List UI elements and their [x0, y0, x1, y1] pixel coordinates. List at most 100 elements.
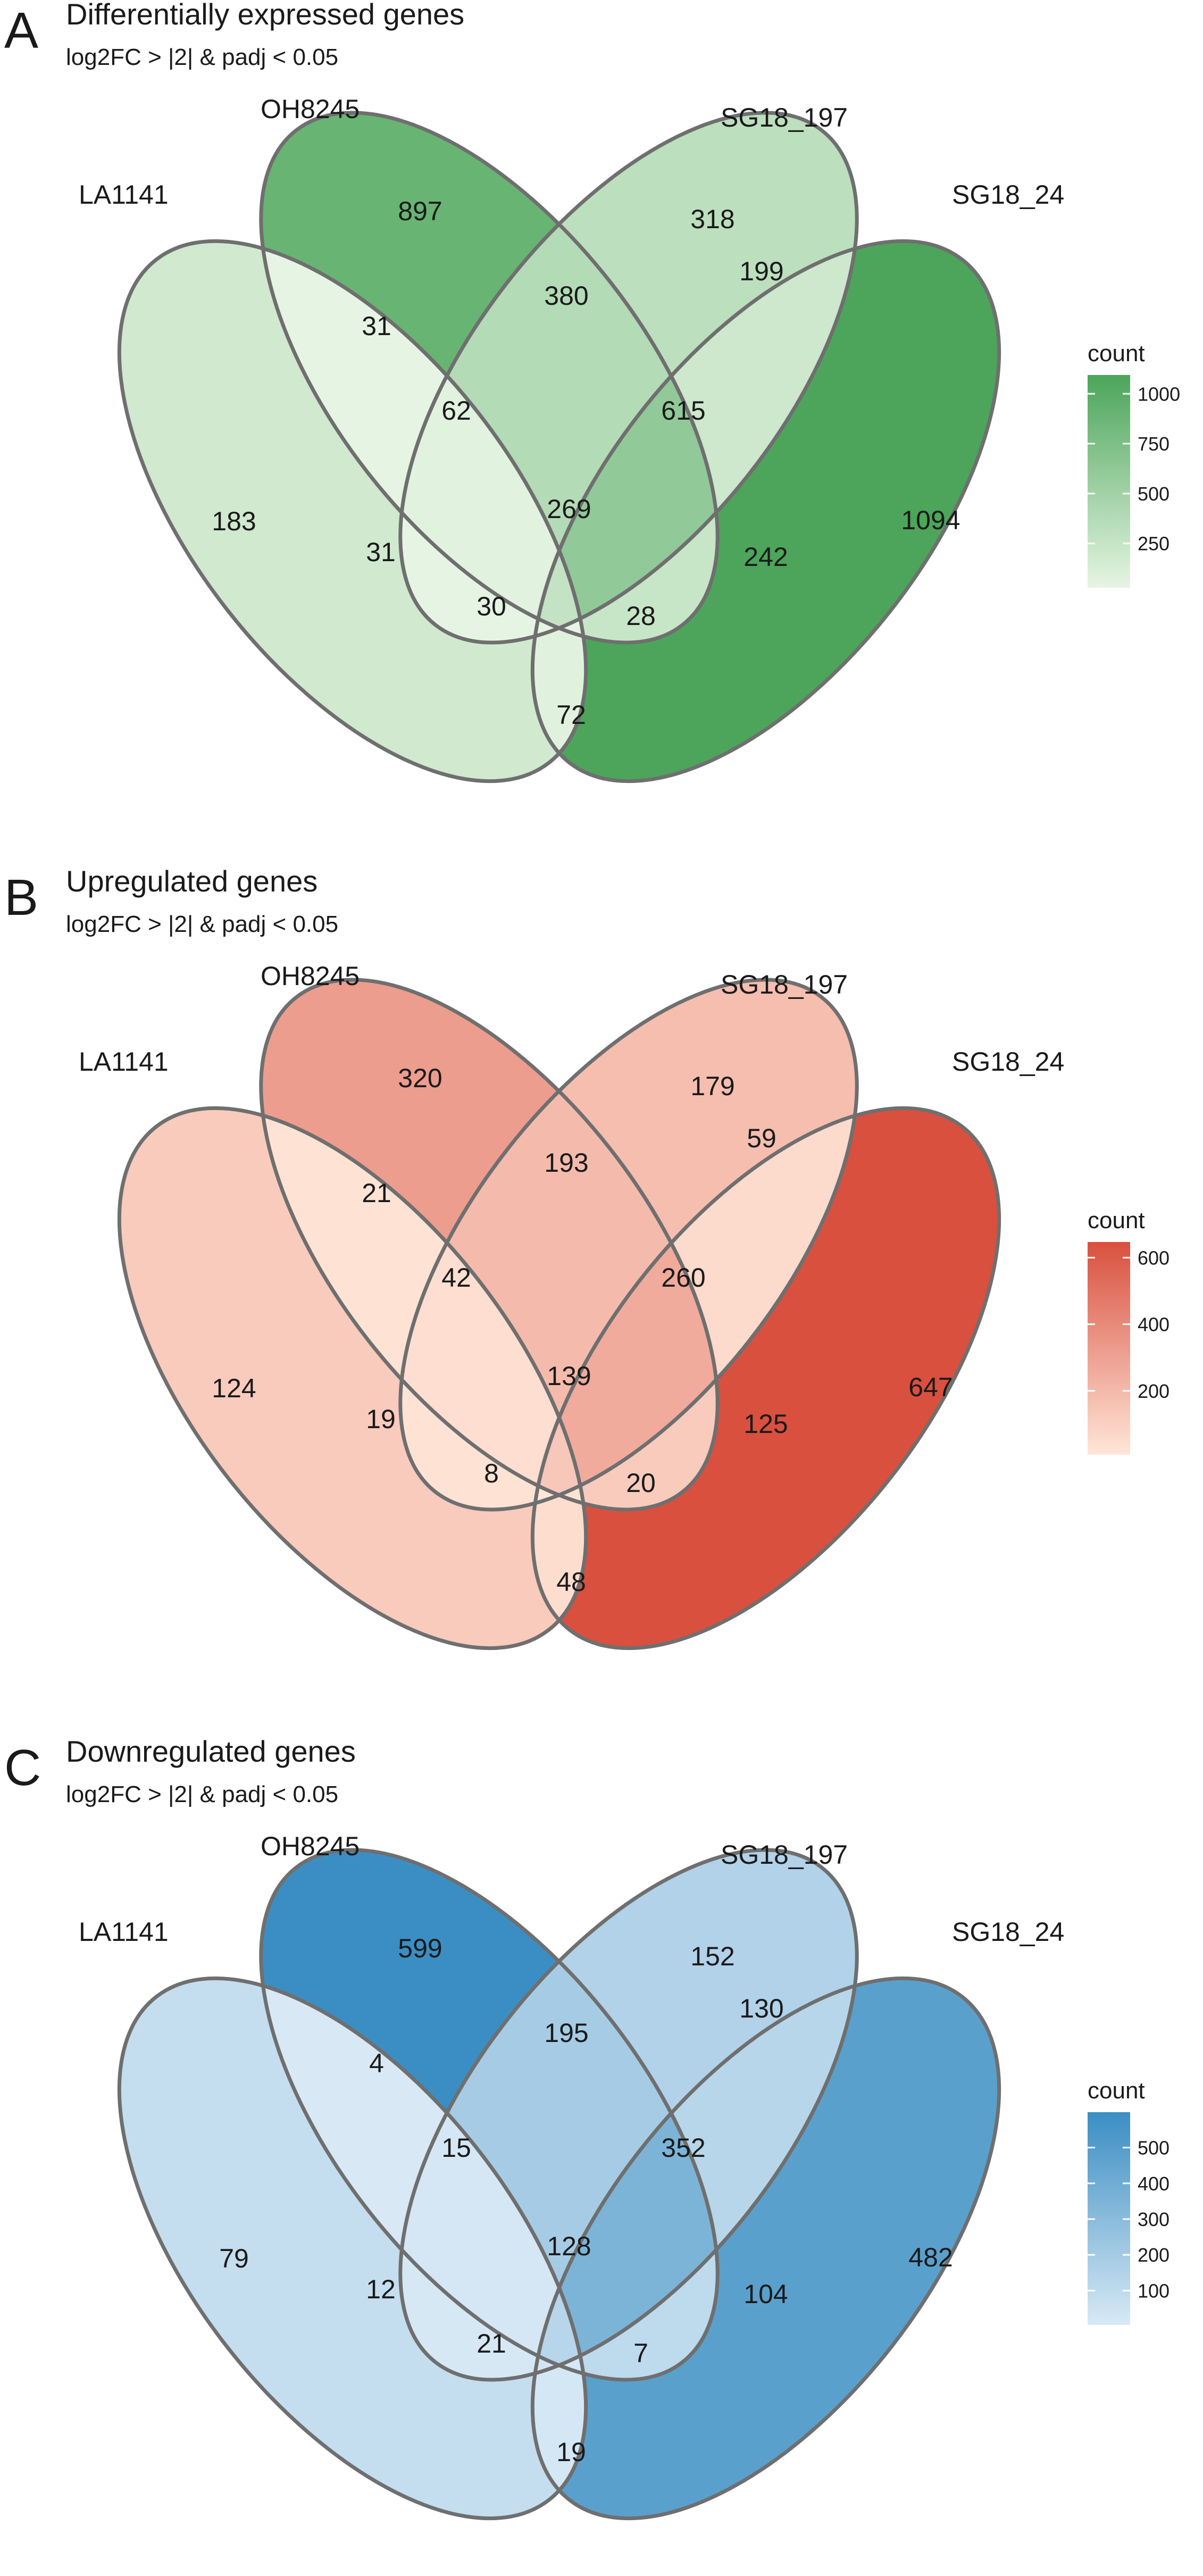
region-count: 59: [747, 1123, 776, 1153]
region-count: 152: [690, 1941, 734, 1971]
region-count: 8: [484, 1458, 499, 1488]
set-outline-sg18_24: [530, 1976, 1001, 2521]
region-count: 79: [219, 2244, 249, 2273]
region-count: 4: [369, 2048, 384, 2078]
legend-tick-label: 600: [1138, 1247, 1169, 1269]
region-count: 193: [544, 1148, 588, 1178]
region-count: 199: [739, 256, 783, 286]
region-count: 20: [626, 1468, 656, 1498]
set-outline-sg18_197: [398, 1848, 859, 2382]
venn-panel-b: 124 320 179 647 21 193 59 19 125 48 42 260 8 20 139 LA1…: [4, 864, 1169, 1650]
set-label-la1141: LA1141: [79, 1047, 169, 1077]
panel-letter: A: [4, 2, 38, 59]
region-count: 599: [398, 1933, 442, 1963]
region-count: 124: [212, 1373, 256, 1403]
region-count: 72: [556, 700, 586, 730]
region-count: 139: [547, 1361, 591, 1391]
set-label-la1141: LA1141: [79, 180, 169, 210]
legend-tick-label: 400: [1138, 1314, 1169, 1336]
region-count: 104: [743, 2279, 788, 2309]
panel-title: Upregulated genes: [66, 864, 318, 898]
region-count: 31: [366, 537, 396, 567]
set-outline-la1141: [117, 1106, 588, 1650]
region-count: 128: [547, 2231, 591, 2261]
set-label-sg18_24: SG18_24: [952, 180, 1064, 210]
set-outline-la1141: [117, 1976, 588, 2521]
region-count: 21: [362, 1178, 391, 1208]
legend-tick-label: 300: [1138, 2208, 1169, 2230]
legend: count 1000 750 500 250: [1088, 340, 1180, 588]
panel-subtitle: log2FC > |2| & padj < 0.05: [66, 44, 338, 70]
set-label-oh8245: OH8245: [261, 1831, 360, 1861]
legend-colorbar: [1088, 375, 1130, 588]
panel-title: Downregulated genes: [66, 1735, 356, 1768]
set-label-sg18_24: SG18_24: [952, 1917, 1064, 1947]
set-outline-sg18_24: [530, 239, 1001, 783]
legend-tick-label: 200: [1138, 1380, 1169, 1402]
legend-tick-label: 500: [1138, 2137, 1169, 2159]
region-fills: [119, 981, 1000, 1648]
set-label-la1141: LA1141: [79, 1917, 169, 1947]
set-label-oh8245: OH8245: [261, 94, 360, 124]
region-count: 318: [690, 204, 734, 234]
region-count: 48: [556, 1567, 586, 1597]
region-count: 897: [398, 196, 442, 226]
panel-letter: B: [4, 869, 38, 926]
region-count: 31: [362, 311, 391, 341]
panel-title: Differentially expressed genes: [66, 0, 464, 31]
set-outline-sg18_197: [398, 978, 859, 1512]
set-label-sg18_197: SG18_197: [721, 103, 848, 132]
region-count: 647: [908, 1372, 953, 1402]
region-count: 1094: [901, 505, 960, 535]
region-count: 352: [661, 2133, 705, 2163]
legend: count 600 400 200: [1088, 1207, 1169, 1455]
panel-letter: C: [4, 1739, 41, 1796]
region-count: 380: [544, 281, 588, 311]
set-outline-oh8245: [259, 1848, 720, 2382]
set-outline-oh8245: [259, 111, 720, 645]
region-count: 62: [441, 396, 471, 426]
legend: count 500 400 300 200 100: [1088, 2078, 1169, 2325]
set-outline-la1141: [117, 239, 588, 783]
region-count: 195: [544, 2018, 588, 2048]
region-count: 28: [626, 601, 656, 631]
legend-colorbar: [1088, 1242, 1130, 1455]
region-count: 130: [739, 1994, 783, 2023]
set-outline-oh8245: [259, 978, 720, 1512]
region-count: 21: [477, 2329, 506, 2358]
region-count: 482: [908, 2242, 953, 2272]
legend-tick-label: 100: [1138, 2280, 1169, 2302]
region-count: 42: [441, 1263, 471, 1293]
set-outline-sg18_197: [398, 111, 859, 645]
region-count: 242: [743, 542, 788, 572]
set-outline-sg18_24: [530, 1106, 1001, 1650]
region-count: 125: [743, 1409, 788, 1439]
legend-title: count: [1088, 340, 1145, 366]
region-count: 30: [477, 591, 506, 621]
venn-panel-a: 183 897 318 1094 31 380 199 31 242 72 62 615 30 28 269…: [4, 0, 1180, 783]
region-count: 7: [633, 2338, 648, 2368]
panel-subtitle: log2FC > |2| & padj < 0.05: [66, 911, 338, 937]
set-label-sg18_197: SG18_197: [721, 970, 848, 999]
legend-title: count: [1088, 1207, 1145, 1233]
region-count: 269: [547, 494, 591, 524]
legend-tick-label: 200: [1138, 2244, 1169, 2266]
panel-subtitle: log2FC > |2| & padj < 0.05: [66, 1781, 338, 1807]
region-count: 12: [366, 2274, 396, 2304]
set-label-oh8245: OH8245: [261, 961, 360, 991]
region-count: 183: [212, 506, 256, 536]
set-label-sg18_24: SG18_24: [952, 1047, 1064, 1077]
venn-panel-c: 79 599 152 482 4 195 130 12 104 19 15 352 21 7 128 LA11…: [4, 1735, 1169, 2521]
region-count: 320: [398, 1063, 442, 1093]
region-count: 615: [661, 396, 705, 426]
region-count: 260: [661, 1263, 705, 1293]
region-fills: [119, 1851, 1000, 2519]
legend-tick-label: 250: [1138, 533, 1169, 555]
region-count: 179: [690, 1071, 734, 1101]
legend-title: count: [1088, 2078, 1145, 2104]
region-count: 19: [366, 1404, 396, 1434]
region-count: 19: [556, 2437, 586, 2467]
legend-tick-label: 400: [1138, 2173, 1169, 2195]
